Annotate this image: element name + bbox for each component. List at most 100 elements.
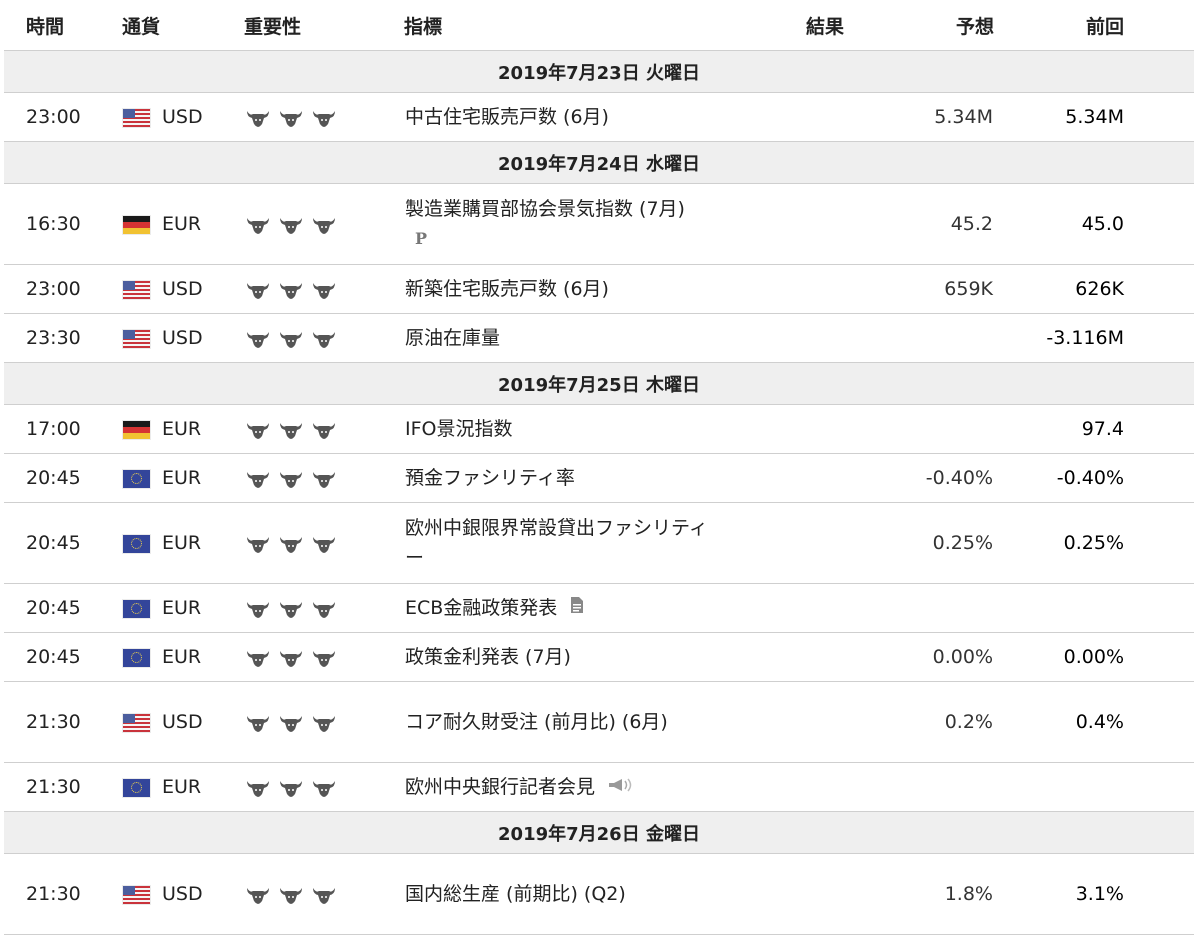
event-time: 20:45 [4, 502, 122, 584]
event-indicator[interactable]: 新築住宅販売戸数 (6月) [404, 264, 774, 314]
event-time: 21:30 [4, 762, 122, 812]
event-indicator[interactable]: 欧州中央銀行記者会見 [404, 762, 774, 812]
header-previous[interactable]: 前回 [1085, 15, 1124, 38]
event-currency: EUR [122, 762, 244, 812]
bull-icon [245, 215, 271, 235]
currency-code: EUR [162, 467, 202, 489]
document-icon[interactable] [569, 593, 585, 623]
bull-icon [311, 713, 337, 733]
event-time: 17:00 [4, 404, 122, 454]
indicator-label[interactable]: 原油在庫量 [405, 327, 501, 349]
event-row[interactable]: 21:30 USD コア耐久財受注 (前月比) (6月) 0.2% 0.4% [4, 681, 1194, 763]
importance-bulls [244, 453, 404, 503]
indicator-label[interactable]: 国内総生産 (前期比) (Q2) [405, 883, 626, 905]
event-time: 21:30 [4, 681, 122, 763]
event-row[interactable]: 17:00 EUR IFO景況指数 97.4 [4, 404, 1194, 454]
currency-code: EUR [162, 532, 202, 554]
event-row[interactable]: 21:30 USD 国内総生産 (前期比) (Q2) 1.8% 3.1% [4, 853, 1194, 935]
preliminary-icon: P [415, 229, 428, 248]
event-result [774, 762, 874, 812]
importance-bulls [244, 313, 404, 363]
event-indicator[interactable]: 原油在庫量 [404, 313, 774, 363]
event-row[interactable]: 23:00 USD 新築住宅販売戸数 (6月) 659K 626K [4, 264, 1194, 314]
event-indicator[interactable]: IFO景況指数 [404, 404, 774, 454]
indicator-label[interactable]: 製造業購買部協会景気指数 (7月) [405, 198, 685, 220]
event-currency: USD [122, 313, 244, 363]
de-flag-icon [123, 420, 150, 439]
event-indicator[interactable]: 中古住宅販売戸数 (6月) [404, 92, 774, 142]
indicator-label[interactable]: ECB金融政策発表 [405, 596, 558, 619]
event-previous: -0.40% [994, 453, 1194, 503]
bull-icon [311, 599, 337, 619]
event-result [774, 583, 874, 633]
bull-icon [278, 280, 304, 300]
indicator-label[interactable]: コア耐久財受注 (前月比) (6月) [405, 711, 668, 733]
event-forecast: 5.34M [874, 92, 994, 142]
bull-icon [245, 329, 271, 349]
currency-code: USD [162, 327, 203, 349]
event-result [774, 264, 874, 314]
event-row[interactable]: 20:45 EUR ECB金融政策発表 [4, 583, 1194, 633]
importance-bulls [244, 183, 404, 265]
indicator-label[interactable]: 政策金利発表 (7月) [405, 646, 571, 668]
event-time: 23:30 [4, 313, 122, 363]
bull-icon [278, 469, 304, 489]
currency-code: USD [162, 883, 203, 905]
indicator-label[interactable]: IFO景況指数 [405, 418, 513, 440]
importance-bulls [244, 502, 404, 584]
event-currency: USD [122, 681, 244, 763]
event-time: 21:30 [4, 853, 122, 935]
event-time: 16:30 [4, 183, 122, 265]
event-time: 20:45 [4, 583, 122, 633]
calendar-body: 2019年7月23日 火曜日 23:00 USD 中古住宅販売戸数 (6月) 5.34M… [4, 50, 1194, 935]
event-row[interactable]: 21:30 EUR 欧州中央銀行記者会見 [4, 762, 1194, 812]
event-forecast [874, 762, 994, 812]
event-result [774, 453, 874, 503]
event-row[interactable]: 16:30 EUR 製造業購買部協会景気指数 (7月) P 45.2 45.0 [4, 183, 1194, 265]
eu-flag-icon [123, 534, 150, 553]
event-row[interactable]: 20:45 EUR 政策金利発表 (7月) 0.00% 0.00% [4, 632, 1194, 682]
event-indicator[interactable]: 預金ファシリティ率 [404, 453, 774, 503]
event-indicator[interactable]: ECB金融政策発表 [404, 583, 774, 633]
calendar-table: 時間 通貨 重要性 指標 結果 予想 前回 2019年7月23日 火曜日 23:0… [4, 0, 1194, 935]
eu-flag-icon [123, 648, 150, 667]
event-previous [994, 762, 1194, 812]
bull-icon [245, 713, 271, 733]
header-currency[interactable]: 通貨 [122, 15, 161, 38]
bull-icon [278, 599, 304, 619]
event-currency: EUR [122, 183, 244, 265]
speech-icon[interactable] [607, 772, 637, 802]
us-flag-icon [123, 280, 150, 299]
bull-icon [278, 420, 304, 440]
indicator-label[interactable]: 中古住宅販売戸数 (6月) [405, 106, 609, 128]
header-indicator[interactable]: 指標 [404, 15, 443, 38]
event-row[interactable]: 20:45 EUR 預金ファシリティ率 -0.40% -0.40% [4, 453, 1194, 503]
event-indicator[interactable]: 欧州中銀限界常設貸出ファシリティー [404, 502, 774, 584]
header-time[interactable]: 時間 [26, 15, 65, 38]
bull-icon [245, 885, 271, 905]
bull-icon [278, 648, 304, 668]
bull-icon [278, 778, 304, 798]
bull-icon [311, 648, 337, 668]
event-indicator[interactable]: コア耐久財受注 (前月比) (6月) [404, 681, 774, 763]
event-row[interactable]: 23:00 USD 中古住宅販売戸数 (6月) 5.34M 5.34M [4, 92, 1194, 142]
event-forecast: 1.8% [874, 853, 994, 935]
indicator-label[interactable]: 新築住宅販売戸数 (6月) [405, 278, 609, 300]
bull-icon [278, 329, 304, 349]
event-previous: 0.4% [994, 681, 1194, 763]
event-indicator[interactable]: 国内総生産 (前期比) (Q2) [404, 853, 774, 935]
bull-icon [245, 280, 271, 300]
header-importance[interactable]: 重要性 [244, 15, 302, 38]
event-indicator[interactable]: 政策金利発表 (7月) [404, 632, 774, 682]
header-forecast[interactable]: 予想 [955, 15, 994, 38]
bull-icon [278, 108, 304, 128]
event-row[interactable]: 23:30 USD 原油在庫量 -3.116M [4, 313, 1194, 363]
indicator-label[interactable]: 欧州中央銀行記者会見 [405, 775, 596, 798]
event-row[interactable]: 20:45 EUR 欧州中銀限界常設貸出ファシリティー 0.25% 0.25% [4, 502, 1194, 584]
event-previous: 0.00% [994, 632, 1194, 682]
event-indicator[interactable]: 製造業購買部協会景気指数 (7月) P [404, 183, 774, 265]
header-result[interactable]: 結果 [806, 15, 845, 38]
currency-code: USD [162, 278, 203, 300]
indicator-label[interactable]: 欧州中銀限界常設貸出ファシリティー [405, 517, 708, 569]
indicator-label[interactable]: 預金ファシリティ率 [405, 467, 575, 489]
